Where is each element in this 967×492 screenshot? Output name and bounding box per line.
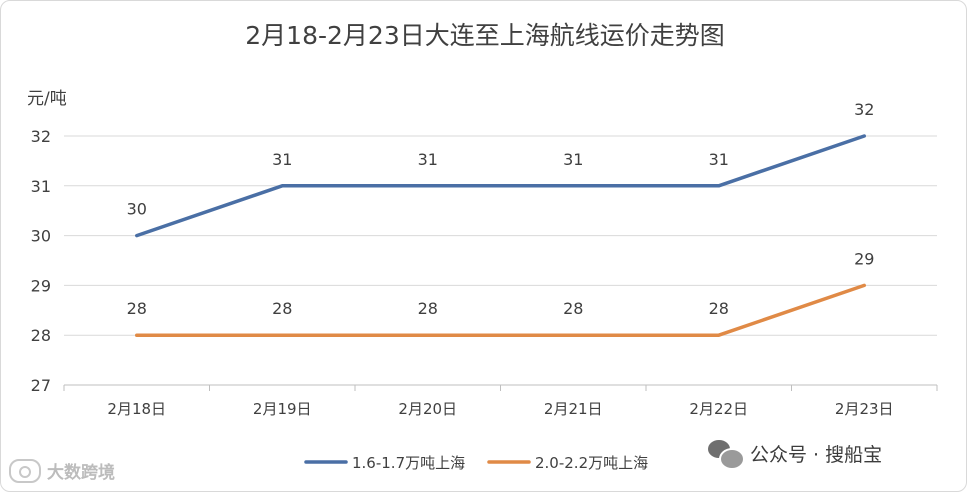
data-labels: 30 31 31 31 31 32 28 28 28 28 28 29 bbox=[127, 100, 875, 318]
data-label: 31 bbox=[709, 150, 729, 169]
y-axis-label: 元/吨 bbox=[27, 89, 67, 109]
data-label: 31 bbox=[563, 150, 583, 169]
series-lines bbox=[135, 134, 866, 337]
data-label: 28 bbox=[418, 299, 438, 318]
series-line-2 bbox=[135, 283, 866, 337]
data-label: 30 bbox=[127, 200, 147, 219]
x-tick-label: 2月19日 bbox=[253, 400, 312, 418]
data-label: 32 bbox=[854, 100, 874, 119]
data-label: 28 bbox=[709, 299, 729, 318]
y-tick-label: 32 bbox=[31, 127, 51, 146]
weibo-logo-icon bbox=[9, 458, 41, 483]
y-tick-label: 27 bbox=[31, 376, 51, 395]
watermark-left-text: 大数跨境 bbox=[47, 463, 115, 483]
data-label: 28 bbox=[563, 299, 583, 318]
x-tick-label: 2月22日 bbox=[689, 400, 748, 418]
series-line-1 bbox=[135, 134, 866, 238]
x-tick-labels: 2月18日 2月19日 2月20日 2月21日 2月22日 2月23日 bbox=[107, 400, 893, 418]
watermark-right: 公众号 · 搜船宝 bbox=[708, 438, 883, 470]
x-tick-label: 2月23日 bbox=[835, 400, 894, 418]
y-tick-labels: 27 28 29 30 31 32 bbox=[31, 127, 51, 395]
chart-title: 2月18-2月23日大连至上海航线运价走势图 bbox=[245, 21, 724, 50]
y-tick-label: 30 bbox=[31, 227, 51, 246]
watermark-left: 大数跨境 bbox=[9, 458, 115, 483]
y-tick-label: 28 bbox=[31, 326, 51, 345]
data-label: 31 bbox=[418, 150, 438, 169]
y-tick-label: 29 bbox=[31, 276, 51, 295]
x-axis bbox=[63, 384, 938, 391]
legend-label: 2.0-2.2万吨上海 bbox=[535, 454, 648, 472]
y-tick-label: 31 bbox=[31, 177, 51, 196]
legend: 1.6-1.7万吨上海 2.0-2.2万吨上海 bbox=[304, 454, 648, 472]
legend-label: 1.6-1.7万吨上海 bbox=[352, 454, 465, 472]
gridlines bbox=[64, 135, 937, 336]
watermark-right-text: 公众号 · 搜船宝 bbox=[750, 443, 883, 466]
data-label: 28 bbox=[127, 299, 147, 318]
wechat-icon bbox=[708, 438, 745, 470]
data-label: 28 bbox=[272, 299, 292, 318]
x-tick-label: 2月21日 bbox=[544, 400, 603, 418]
x-tick-label: 2月20日 bbox=[398, 400, 457, 418]
data-label: 31 bbox=[272, 150, 292, 169]
x-tick-label: 2月18日 bbox=[107, 400, 166, 418]
data-label: 29 bbox=[854, 249, 874, 268]
